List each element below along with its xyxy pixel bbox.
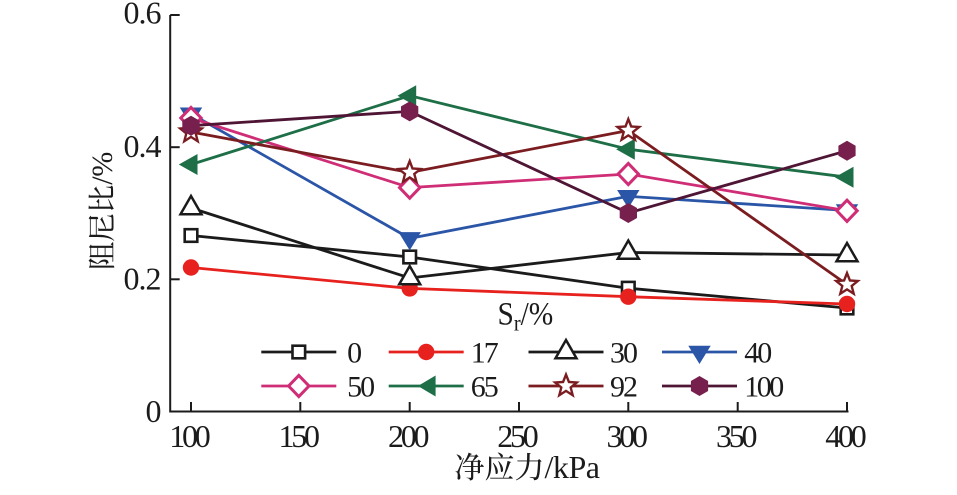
svg-text:250: 250	[497, 418, 539, 454]
svg-text:100: 100	[744, 371, 784, 404]
svg-text:Sr/%: Sr/%	[498, 295, 554, 336]
svg-text:0: 0	[347, 337, 362, 370]
svg-text:0.6: 0.6	[124, 0, 162, 31]
svg-text:92: 92	[610, 371, 638, 404]
svg-text:400: 400	[825, 418, 867, 454]
svg-text:200: 200	[388, 418, 430, 454]
svg-text:0.2: 0.2	[124, 260, 162, 296]
svg-text:350: 350	[716, 418, 758, 454]
svg-text:40: 40	[744, 337, 772, 370]
svg-text:100: 100	[169, 418, 211, 454]
svg-text:/kPa: /kPa	[545, 449, 601, 485]
svg-text:30: 30	[610, 337, 638, 370]
svg-text:0.4: 0.4	[124, 128, 162, 164]
svg-text:0: 0	[146, 393, 162, 429]
svg-text:/%: /%	[86, 152, 119, 185]
svg-text:300: 300	[607, 418, 649, 454]
svg-text:65: 65	[471, 371, 499, 404]
svg-text:17: 17	[471, 337, 499, 370]
svg-text:150: 150	[279, 418, 321, 454]
svg-text:50: 50	[347, 371, 375, 404]
